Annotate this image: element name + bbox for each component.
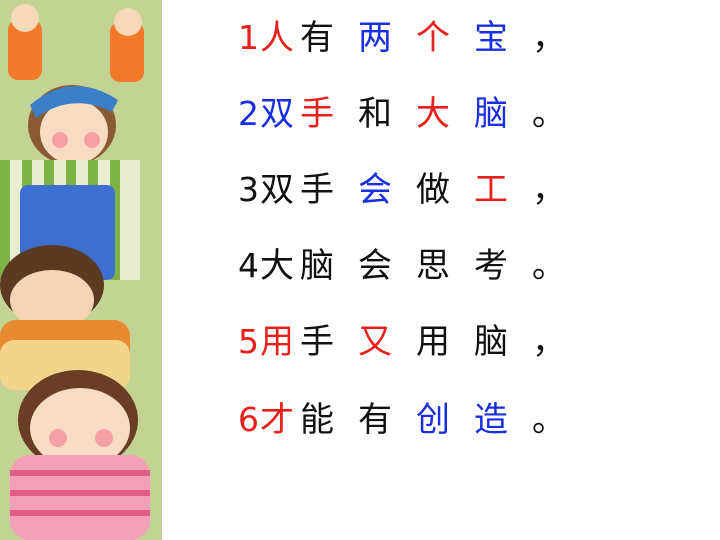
poem-character: 手 [300, 322, 334, 362]
poem-character: 思 [416, 246, 450, 286]
poem-line: 1人有两个宝 ， [238, 8, 566, 68]
poem-character: 工 [474, 170, 508, 210]
punctuation: 。 [532, 94, 566, 134]
punctuation: ， [532, 322, 566, 362]
poem-character: 有 [300, 18, 334, 58]
poem-character: 有 [358, 400, 392, 440]
line-number: 5 [238, 322, 259, 361]
poem-character: 造 [474, 400, 508, 440]
poem-character: 双 [260, 94, 294, 134]
poem-character: 才 [260, 400, 294, 440]
punctuation: ， [532, 170, 566, 210]
line-number: 2 [238, 94, 259, 133]
poem-character: 能 [300, 400, 334, 440]
poem-character: 手 [300, 170, 334, 210]
line-number: 1 [238, 18, 259, 57]
poem-character: 双 [260, 170, 294, 210]
poem-line: 2双手和大脑。 [238, 84, 566, 144]
punctuation: 。 [532, 246, 566, 286]
poem-line: 3双手会做工 ， [238, 160, 566, 220]
children-illustration [0, 0, 162, 540]
line-number: 3 [238, 170, 259, 209]
poem-character: 考 [474, 246, 508, 286]
poem-line: 4大脑会思考。 [238, 236, 566, 296]
poem-character: 大 [260, 246, 294, 286]
poem-character: 创 [416, 400, 450, 440]
poem-character: 会 [358, 170, 392, 210]
poem-character: 宝 [474, 18, 508, 58]
line-number: 6 [238, 400, 259, 439]
poem-character: 和 [358, 94, 392, 134]
poem-character: 两 [358, 18, 392, 58]
poem-character: 又 [358, 322, 392, 362]
poem-line: 6才能有创造。 [238, 390, 566, 450]
line-number: 4 [238, 246, 259, 285]
poem-character: 做 [416, 170, 450, 210]
poem-character: 大 [416, 94, 450, 134]
poem-character: 人 [260, 18, 294, 58]
poem-character: 个 [416, 18, 450, 58]
poem-line: 5用手又用脑， [238, 312, 566, 372]
punctuation: ， [532, 18, 566, 58]
poem-character: 会 [358, 246, 392, 286]
poem-character: 用 [416, 322, 450, 362]
poem-character: 脑 [474, 322, 508, 362]
poem-character: 脑 [300, 246, 334, 286]
poem-character: 用 [260, 322, 294, 362]
children-stacked-illustration [0, 0, 162, 540]
punctuation: 。 [532, 400, 566, 440]
poem-character: 脑 [474, 94, 508, 134]
poem-character: 手 [300, 94, 334, 134]
